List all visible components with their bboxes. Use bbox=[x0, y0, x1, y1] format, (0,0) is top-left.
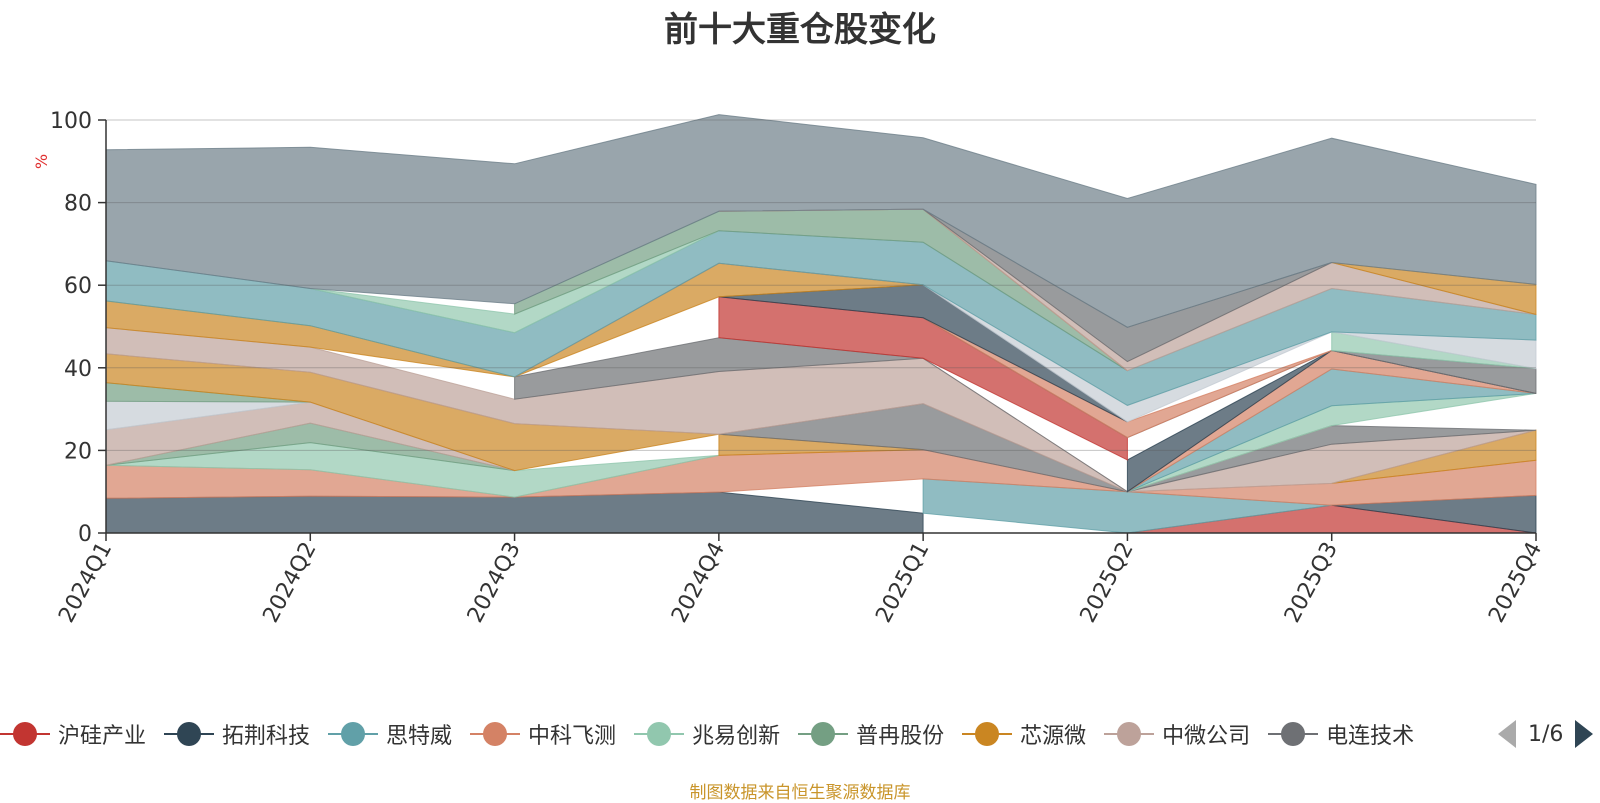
area-layer bbox=[105, 114, 1537, 534]
y-tick-label: 20 bbox=[64, 439, 92, 464]
legend-marker-icon bbox=[798, 722, 849, 746]
legend-item[interactable]: 普冉股份 bbox=[798, 716, 944, 752]
y-tick-label: 80 bbox=[64, 192, 92, 217]
legend-item[interactable]: 思特威 bbox=[328, 716, 452, 752]
x-tick-label: 2025Q1 bbox=[871, 538, 934, 627]
legend-label: 兆易创新 bbox=[692, 724, 781, 749]
legend-item[interactable]: 中科飞测 bbox=[470, 716, 616, 752]
legend-item[interactable]: 沪硅产业 bbox=[0, 716, 146, 752]
legend-label: 普冉股份 bbox=[856, 724, 945, 749]
y-tick-label: 60 bbox=[64, 274, 92, 299]
legend-label: 芯源微 bbox=[1020, 724, 1087, 749]
legend-marker-icon bbox=[634, 722, 685, 746]
y-tick-label: 40 bbox=[64, 357, 92, 382]
x-tick-label: 2024Q4 bbox=[667, 538, 730, 627]
legend-marker-icon bbox=[962, 722, 1013, 746]
legend-label: 中微公司 bbox=[1162, 724, 1251, 749]
x-tick-label: 2024Q1 bbox=[54, 538, 117, 627]
legend-item[interactable]: 拓荆科技 bbox=[164, 716, 310, 752]
legend-marker-icon bbox=[0, 722, 50, 746]
y-tick-label: 100 bbox=[50, 109, 92, 134]
legend-item[interactable]: 电连技术 bbox=[1268, 716, 1414, 752]
legend-marker-icon bbox=[1268, 722, 1319, 746]
legend-marker-icon bbox=[470, 722, 521, 746]
legend-label: 中科飞测 bbox=[528, 724, 617, 749]
legend-item[interactable]: 中微公司 bbox=[1104, 716, 1250, 752]
legend: 沪硅产业 拓荆科技 思特威 中科飞测 兆易创新 普冉股份 芯源微 中微公司 电连技术 bbox=[0, 716, 1482, 752]
x-tick-label: 2025Q3 bbox=[1280, 538, 1343, 627]
legend-label: 沪硅产业 bbox=[58, 724, 147, 749]
x-tick-label: 2025Q4 bbox=[1484, 538, 1547, 627]
y-axis-unit: % bbox=[32, 153, 52, 170]
area-others bbox=[105, 114, 1537, 328]
x-tick-label: 2025Q2 bbox=[1076, 538, 1139, 627]
legend-page-indicator: 1/6 bbox=[1528, 721, 1564, 747]
legend-marker-icon bbox=[328, 722, 379, 746]
legend-marker-icon bbox=[164, 722, 215, 746]
chart-title: 前十大重仓股变化 bbox=[664, 10, 936, 50]
legend-pager: 1/6 bbox=[1498, 716, 1600, 752]
legend-prev-page-icon[interactable] bbox=[1498, 720, 1516, 748]
data-source-note: 制图数据来自恒生聚源数据库 bbox=[689, 783, 911, 803]
legend-label: 思特威 bbox=[386, 724, 453, 749]
x-tick-label: 2024Q2 bbox=[259, 538, 322, 627]
y-tick-label: 0 bbox=[78, 522, 92, 547]
legend-item[interactable]: 兆易创新 bbox=[634, 716, 780, 752]
legend-item[interactable]: 芯源微 bbox=[962, 716, 1086, 752]
legend-label: 电连技术 bbox=[1326, 724, 1415, 749]
legend-marker-icon bbox=[1104, 722, 1155, 746]
area-拓荆科技 bbox=[105, 491, 924, 534]
legend-label: 拓荆科技 bbox=[222, 724, 311, 749]
x-tick-label: 2024Q3 bbox=[463, 538, 526, 627]
legend-next-page-icon[interactable] bbox=[1575, 720, 1594, 748]
